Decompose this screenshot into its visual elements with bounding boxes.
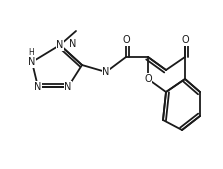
Text: H: H [28, 48, 34, 57]
Text: N: N [64, 82, 72, 92]
Text: O: O [122, 35, 130, 45]
Text: N: N [69, 39, 77, 49]
Text: N: N [102, 67, 110, 77]
Text: N: N [34, 82, 42, 92]
Text: O: O [181, 35, 189, 45]
Text: N: N [28, 57, 36, 67]
Text: N: N [56, 40, 64, 50]
Text: O: O [144, 74, 152, 84]
